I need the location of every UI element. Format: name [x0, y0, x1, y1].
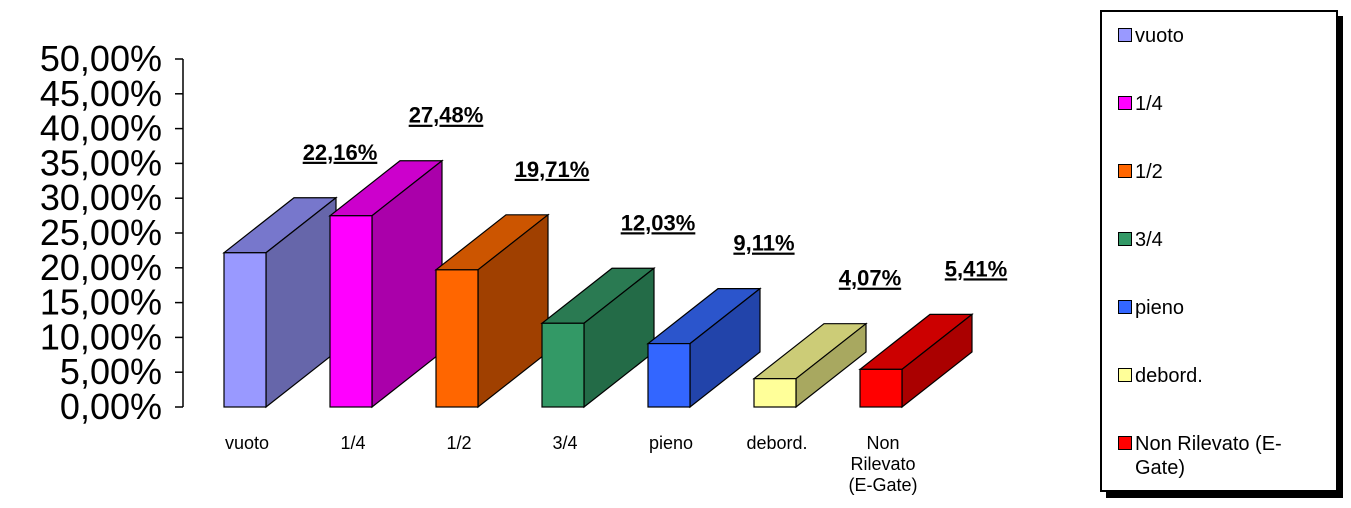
y-tick-label: 40,00%	[40, 108, 162, 149]
legend-item: 3/4	[1118, 228, 1325, 252]
legend-item: debord.	[1118, 364, 1325, 388]
data-label: 19,71%	[515, 157, 590, 182]
x-tick-label: debord.	[746, 433, 807, 453]
y-tick-label: 50,00%	[40, 38, 162, 79]
x-tick-label: pieno	[649, 433, 693, 453]
legend: vuoto 1/4 1/2 3/4 pieno debord. Non Rilevato (…	[1100, 10, 1338, 492]
bar-front-face	[223, 252, 267, 408]
legend-label: debord.	[1135, 365, 1203, 387]
legend-item: Non Rilevato (E-Gate)	[1118, 432, 1325, 480]
legend-item: 1/4	[1118, 92, 1325, 116]
data-label: 9,11%	[733, 231, 794, 256]
y-tick-label: 15,00%	[40, 282, 162, 323]
legend-item: vuoto	[1118, 24, 1325, 48]
data-labels: 22,16% 27,48% 19,71% 12,03% 9,11% 4,07% 5,41%	[303, 103, 1008, 291]
bar-front-face	[753, 378, 797, 408]
x-axis-tick-labels: vuoto 1/4 1/2 3/4 pieno debord. Non Rilevato (E-…	[225, 433, 918, 495]
legend-item: 1/2	[1118, 160, 1325, 184]
x-tick-label: 1/4	[340, 433, 365, 453]
x-tick-label: 3/4	[552, 433, 577, 453]
legend-label: pieno	[1135, 297, 1184, 319]
y-tick-label: 25,00%	[40, 212, 162, 253]
legend-swatch	[1118, 300, 1132, 314]
x-tick-label: Non Rilevato (E-Gate)	[848, 433, 917, 495]
bar	[434, 213, 550, 409]
bar-front-face	[647, 342, 691, 408]
y-tick-label: 20,00%	[40, 247, 162, 288]
bar-front-face	[329, 215, 373, 408]
data-label: 5,41%	[945, 256, 1007, 281]
legend-item: pieno	[1118, 296, 1325, 320]
bar-front-face	[541, 322, 585, 408]
data-label: 27,48%	[409, 103, 484, 128]
legend-label: Non Rilevato (E-Gate)	[1135, 433, 1282, 479]
y-tick-label: 10,00%	[40, 316, 162, 357]
legend-swatch	[1118, 96, 1132, 110]
y-tick-label: 0,00%	[60, 386, 162, 427]
legend-swatch	[1118, 232, 1132, 246]
bar	[858, 313, 974, 409]
bar-front-face	[859, 368, 903, 408]
legend-shadow	[1106, 492, 1343, 498]
legend-label: 3/4	[1135, 229, 1163, 251]
bar	[540, 267, 656, 409]
y-tick-label: 5,00%	[60, 351, 162, 392]
legend-swatch	[1118, 164, 1132, 178]
bars	[222, 159, 974, 409]
bar-front-face	[435, 269, 479, 408]
legend-swatch	[1118, 28, 1132, 42]
y-tick-label: 45,00%	[40, 73, 162, 114]
y-axis: 0,00%5,00%10,00%15,00%20,00%25,00%30,00%…	[40, 38, 184, 427]
y-tick-label: 35,00%	[40, 142, 162, 183]
data-label: 4,07%	[839, 266, 901, 291]
legend-shadow	[1338, 16, 1343, 498]
bar	[328, 159, 444, 409]
bar	[646, 287, 762, 409]
data-label: 22,16%	[303, 140, 378, 165]
bar	[752, 322, 868, 409]
legend-label: vuoto	[1135, 25, 1184, 47]
legend-swatch	[1118, 368, 1132, 382]
legend-label: 1/2	[1135, 161, 1163, 183]
x-tick-label: 1/2	[446, 433, 471, 453]
legend-swatch	[1118, 436, 1132, 450]
x-tick-label: vuoto	[225, 433, 269, 453]
legend-label: 1/4	[1135, 93, 1163, 115]
bar	[222, 196, 338, 409]
y-tick-label: 30,00%	[40, 177, 162, 218]
data-label: 12,03%	[621, 210, 696, 235]
